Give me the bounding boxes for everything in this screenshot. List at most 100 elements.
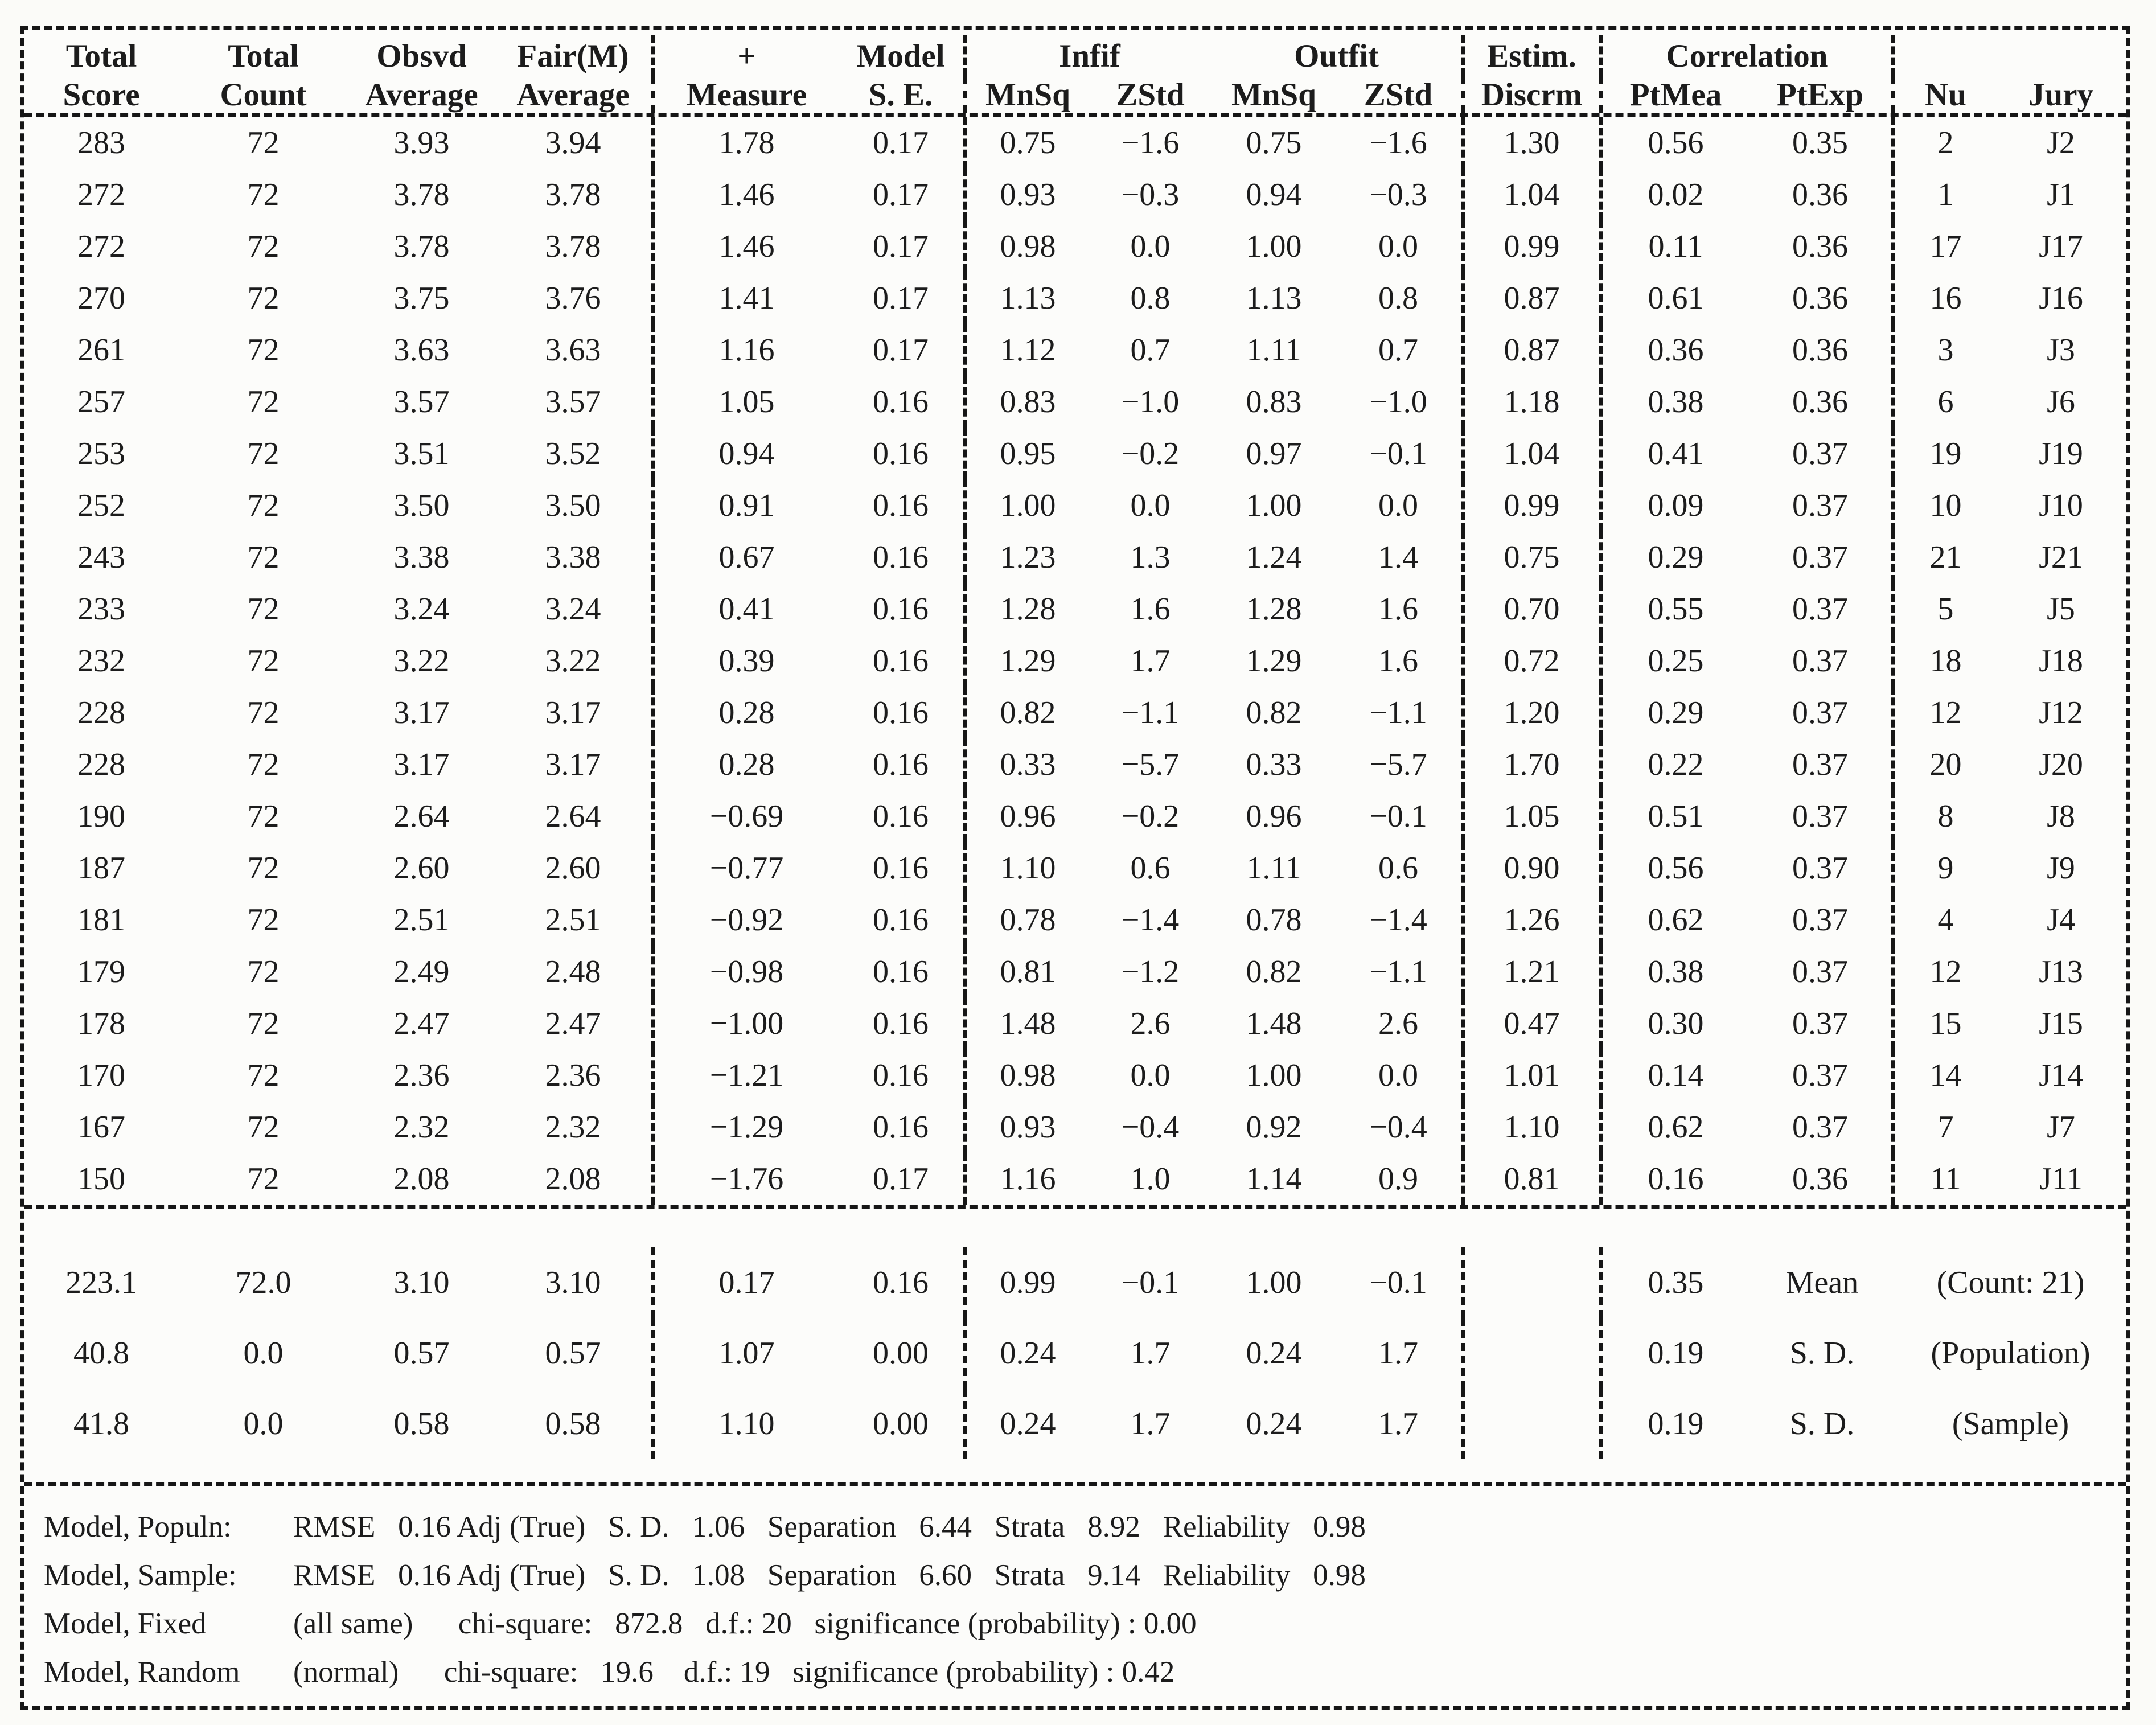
data-cell: J13 xyxy=(2039,954,2083,989)
table-summary: 223.1 72.0 3.10 3.10 0.17 0.16 0.99 −0.1 1.00 −0.… xyxy=(24,1205,2126,1482)
summary-cell: 0.24 xyxy=(1246,1336,1302,1371)
data-cell: 0.16 xyxy=(838,376,967,428)
data-cell: 21 xyxy=(1929,539,1962,575)
data-cell: 72 xyxy=(247,798,280,834)
data-cell: 0.16 xyxy=(838,997,967,1049)
data-cell: 0.87 xyxy=(1465,324,1603,376)
data-cell: 0.39 xyxy=(718,643,775,679)
summary-cell: 0.16 xyxy=(838,1247,967,1318)
data-cell: 18 xyxy=(1929,643,1962,679)
data-cell: 2.6 xyxy=(1130,1005,1171,1041)
data-cell: 0.36 xyxy=(1749,324,1895,376)
data-cell: 1.13 xyxy=(1246,280,1302,316)
footer-line: Model, Sample: RMSE 0.16 Adj (True) S. D.… xyxy=(44,1560,2126,1591)
data-cell: 2.47 xyxy=(393,1005,450,1041)
data-cell: 16 xyxy=(1929,280,1962,316)
data-cell: 0.92 xyxy=(1246,1109,1302,1145)
data-cell: 2.6 xyxy=(1336,997,1465,1049)
data-cell: 2.32 xyxy=(393,1109,450,1145)
header-line-1: Total Total Obsvd Fair(M) + Model Infif Outfit E… xyxy=(24,35,2126,76)
header-cell: + xyxy=(737,38,756,74)
data-cell: 3.38 xyxy=(393,539,450,575)
data-cell: 272 xyxy=(77,228,125,264)
data-cell: 0.55 xyxy=(1648,591,1704,627)
footer-line-text: RMSE 0.16 Adj (True) S. D. 1.06 Separati… xyxy=(293,1510,1366,1543)
data-cell: 72 xyxy=(247,954,280,989)
data-cell: 0.7 xyxy=(1336,324,1465,376)
summary-cell: 0.58 xyxy=(495,1389,655,1459)
data-cell: 232 xyxy=(77,643,125,679)
data-cell: 272 xyxy=(77,176,125,212)
header-line-2: Score Count Average Average Measure S. E. MnSq… xyxy=(24,76,2126,113)
data-cell: −1.29 xyxy=(709,1109,784,1145)
data-cell: 0.0 xyxy=(1336,1049,1465,1101)
data-cell: 10 xyxy=(1929,487,1962,523)
data-cell: 0.6 xyxy=(1336,842,1465,894)
data-cell: 0.37 xyxy=(1749,635,1895,687)
data-cell: J9 xyxy=(2047,850,2075,886)
data-cell: 0.75 xyxy=(1465,531,1603,583)
data-cell: 0.61 xyxy=(1648,280,1704,316)
data-cell: 0.47 xyxy=(1465,997,1603,1049)
data-cell: 0.56 xyxy=(1648,850,1704,886)
data-cell: 0.16 xyxy=(838,687,967,738)
data-cell: J15 xyxy=(2039,1005,2083,1041)
data-cell: 253 xyxy=(77,436,125,471)
data-cell: 0.36 xyxy=(1749,376,1895,428)
header-cell xyxy=(1895,35,1996,76)
data-cell: 1.05 xyxy=(718,384,775,420)
data-cell: 2.51 xyxy=(393,902,450,938)
summary-cell: 0.19 xyxy=(1648,1406,1704,1441)
data-cell: J12 xyxy=(2039,695,2083,730)
data-cell: 0.16 xyxy=(838,1049,967,1101)
table-row: 150 72 2.08 2.08 −1.76 0.17 1.16 1.0 1.14 0.9 0.81… xyxy=(24,1153,2126,1205)
data-cell: 72 xyxy=(247,850,280,886)
data-cell: 0.09 xyxy=(1648,487,1704,523)
data-cell: 0.8 xyxy=(1130,280,1171,316)
table-row: 272 72 3.78 3.78 1.46 0.17 0.98 0.0 1.00 0.0 0.99 0… xyxy=(24,220,2126,272)
data-cell: 2.48 xyxy=(495,946,655,997)
data-cell: 0.41 xyxy=(718,591,775,627)
data-cell: 3.17 xyxy=(393,746,450,782)
data-cell: 0.16 xyxy=(1648,1161,1704,1197)
data-cell: 0.99 xyxy=(1465,220,1603,272)
header-cell: Discrm xyxy=(1465,76,1603,113)
data-cell: 0.82 xyxy=(1246,954,1302,989)
data-cell: 9 xyxy=(1937,850,1954,886)
data-cell: −0.4 xyxy=(1336,1101,1465,1153)
summary-cell: 3.10 xyxy=(495,1247,655,1318)
footer-line-label: Model, Random xyxy=(44,1656,240,1689)
data-cell: 0.37 xyxy=(1749,997,1895,1049)
header-cell: Measure xyxy=(686,76,807,113)
summary-cell: 1.7 xyxy=(1130,1406,1171,1441)
summary-cell: 1.7 xyxy=(1336,1318,1465,1389)
header-cell: Total xyxy=(65,38,137,74)
data-cell: 1.05 xyxy=(1465,790,1603,842)
table-row: 228 72 3.17 3.17 0.28 0.16 0.82 −1.1 0.82 −1.1 1.2… xyxy=(24,687,2126,738)
data-cell: 0.70 xyxy=(1465,583,1603,635)
summary-cell: −0.1 xyxy=(1121,1265,1180,1300)
data-cell: 0.0 xyxy=(1336,220,1465,272)
data-cell: 8 xyxy=(1937,798,1954,834)
data-cell: 3.57 xyxy=(495,376,655,428)
data-cell: 1.14 xyxy=(1246,1161,1302,1197)
data-cell: 0.72 xyxy=(1465,635,1603,687)
table-row: 252 72 3.50 3.50 0.91 0.16 1.00 0.0 1.00 0.0 0.99 0… xyxy=(24,479,2126,531)
data-cell: −1.6 xyxy=(1121,125,1180,161)
data-cell: 1.12 xyxy=(1000,332,1056,368)
data-cell: 0.94 xyxy=(718,436,775,471)
data-cell: 72 xyxy=(247,384,280,420)
data-cell: −0.3 xyxy=(1336,169,1465,220)
data-cell: 0.30 xyxy=(1648,1005,1704,1041)
data-cell: 72 xyxy=(247,125,280,161)
data-cell: 187 xyxy=(77,850,125,886)
data-cell: 2.08 xyxy=(393,1161,450,1197)
data-cell: 283 xyxy=(77,125,125,161)
data-cell: 0.17 xyxy=(838,272,967,324)
table-row: 178 72 2.47 2.47 −1.00 0.16 1.48 2.6 1.48 2.6 0.47… xyxy=(24,997,2126,1049)
data-cell: 0.41 xyxy=(1648,436,1704,471)
data-cell: 0.0 xyxy=(1130,487,1171,523)
data-cell: 2.47 xyxy=(495,997,655,1049)
data-cell: −1.1 xyxy=(1336,946,1465,997)
data-cell: −5.7 xyxy=(1336,738,1465,790)
